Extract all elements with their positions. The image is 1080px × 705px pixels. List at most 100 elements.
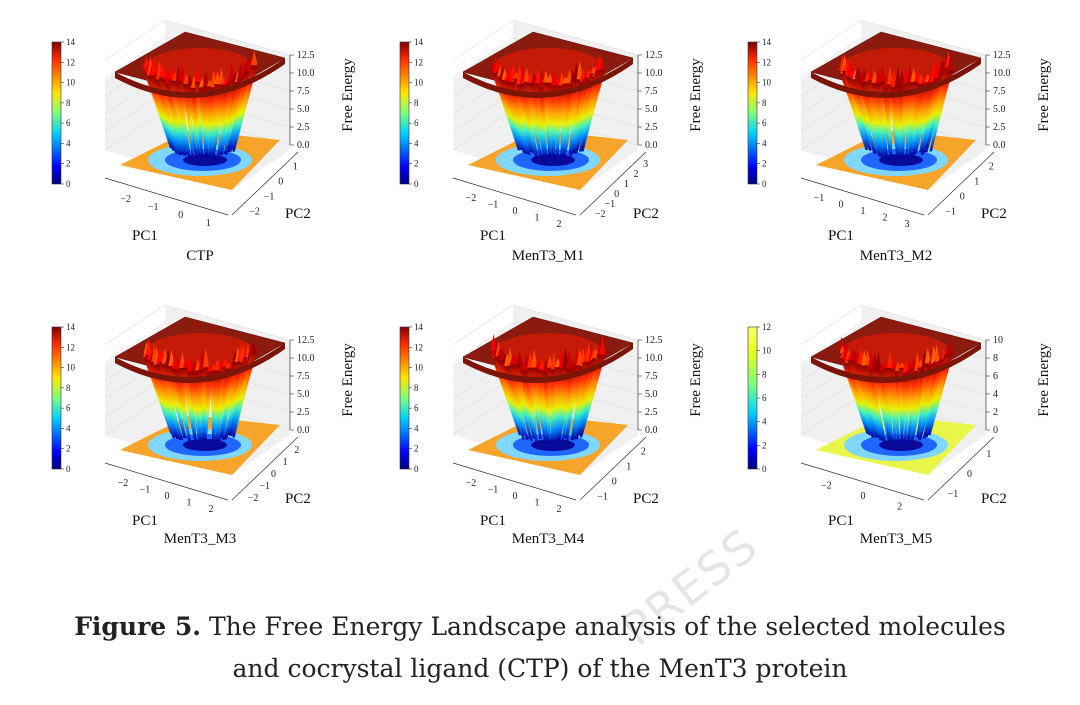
z-tick-label: 2.5	[297, 122, 310, 133]
y-tick-label: 0	[614, 189, 619, 200]
z-tick-label: 7.5	[297, 371, 310, 382]
colorbar-tick-label: 0	[414, 464, 419, 474]
z-tick-label: 12.5	[297, 335, 315, 346]
z-tick-label: 7.5	[993, 86, 1006, 97]
colorbar-tick-label: 4	[414, 423, 419, 433]
z-tick-label: 10.0	[645, 68, 663, 79]
z-tick-label: 5.0	[297, 104, 310, 115]
energy-surface	[114, 316, 286, 442]
contour-region	[183, 154, 227, 166]
grid-line	[104, 19, 166, 61]
y-tick-label: 2	[294, 445, 299, 456]
surface-facet	[864, 81, 882, 157]
surface-spike	[947, 341, 954, 354]
surface-facet	[204, 371, 214, 440]
z-tick-label: 8	[993, 353, 998, 364]
caption-text-2: and cocrystal ligand (CTP) of the MenT3 …	[232, 654, 848, 683]
surface-spike	[914, 69, 921, 82]
x-tick-label: 0	[513, 491, 518, 502]
z-tick-label: 2.5	[993, 122, 1006, 133]
x-tick-label: 2	[897, 502, 902, 513]
colorbar-tick-label: 4	[66, 138, 71, 148]
grid-line	[512, 304, 639, 341]
x-tick-label: 1	[187, 497, 192, 508]
z-tick-label: 10.0	[297, 68, 315, 79]
surface-facet	[509, 82, 534, 153]
surface-facet	[867, 79, 884, 158]
panel-title: MenT3_M1	[512, 248, 585, 264]
surface-facet	[854, 364, 882, 440]
surface-facet	[875, 83, 888, 156]
surface-facet	[886, 367, 897, 443]
x-tick-label: 0	[178, 210, 183, 221]
z-axis-label: Free Energy	[1036, 343, 1052, 417]
surface-facet	[175, 369, 191, 442]
colorbar-tick-label: 12	[66, 57, 75, 67]
x-tick-label: −2	[466, 478, 477, 489]
panel-title: MenT3_M2	[860, 248, 933, 264]
y-tick-label: −2	[248, 493, 259, 504]
z-tick-label: 4	[993, 389, 998, 400]
x-axis-line	[800, 462, 925, 501]
colorbar-tick-label: 6	[66, 118, 71, 128]
x-tick-label: 0	[513, 206, 518, 217]
x-tick-label: −2	[466, 193, 477, 204]
grid-line	[800, 109, 862, 151]
grid-line	[104, 322, 166, 364]
z-tick-label: 7.5	[645, 371, 658, 382]
colorbar-tick-label: 6	[414, 403, 419, 413]
surface-facet	[523, 81, 542, 157]
colorbar-tick-label: 0	[762, 464, 767, 474]
grid-line	[104, 37, 166, 79]
surface-facet	[875, 368, 891, 439]
colorbar-tick-label: 10	[762, 78, 772, 88]
surface-facet	[165, 83, 185, 155]
surface-spike	[867, 70, 875, 80]
surface-facet	[581, 69, 606, 149]
colorbar-tick-label: 8	[66, 98, 71, 108]
surface-spike	[182, 355, 190, 368]
surface-spike	[538, 357, 546, 370]
surface-spike	[145, 338, 153, 355]
y-tick-label: −1	[264, 192, 275, 203]
z-tick-label: 0.0	[645, 140, 658, 151]
surface-facet	[530, 367, 547, 440]
surface-spike	[151, 55, 158, 76]
x-axis-label: PC1	[132, 513, 158, 529]
surface-spike	[202, 71, 210, 87]
colorbar-tick-label: 4	[414, 138, 419, 148]
x-tick-label: −2	[118, 478, 129, 489]
x-tick-label: 2	[557, 219, 562, 230]
surface-facet	[231, 350, 258, 436]
surface-facet	[158, 361, 182, 441]
surface-spike	[186, 75, 194, 86]
surface-spike	[894, 66, 902, 86]
y-tick-label: 0	[612, 477, 617, 488]
surface-facet	[232, 65, 258, 151]
grid-line	[452, 322, 514, 364]
colorbar-tick-label: 2	[414, 159, 419, 169]
colorbar-tick-label: 6	[414, 118, 419, 128]
surface-facet	[509, 364, 532, 438]
surface-spike	[933, 344, 940, 362]
energy-surface	[462, 316, 634, 443]
x-axis-line	[104, 177, 229, 216]
surface-facet	[852, 361, 876, 438]
grid-line	[512, 19, 639, 56]
surface-spike	[251, 49, 258, 66]
grid-line	[800, 19, 862, 61]
colorbar	[399, 326, 410, 470]
grid-line	[164, 19, 291, 56]
colorbar	[747, 41, 758, 185]
surface-facet	[882, 87, 893, 157]
z-tick-label: 7.5	[297, 86, 310, 97]
x-axis-line	[452, 177, 577, 216]
y-tick-label: −2	[595, 209, 606, 220]
z-tick-label: 10.0	[645, 353, 663, 364]
colorbar-tick-label: 8	[66, 383, 71, 393]
surface-spike	[854, 67, 862, 77]
z-axis-label: Free Energy	[688, 58, 704, 132]
surface-facet	[182, 367, 197, 440]
y-axis-label: PC2	[285, 206, 311, 222]
x-tick-label: 2	[883, 212, 888, 223]
